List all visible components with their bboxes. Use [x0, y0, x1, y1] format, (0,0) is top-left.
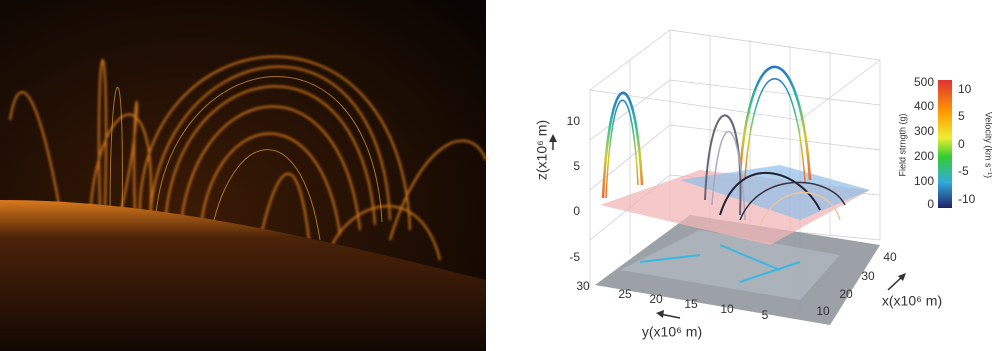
field-tick-label: 300	[914, 124, 934, 138]
z-tick-label: 10	[567, 114, 581, 128]
y-tick-label: 30	[576, 279, 590, 293]
y-tick-label: 15	[684, 297, 698, 311]
field-tick-label: 0	[927, 197, 934, 211]
velocity-label: Velocity (km s⁻¹)	[984, 112, 994, 178]
y-tick-label: 10	[720, 302, 734, 316]
field-strength-label: Field strngth (g)	[897, 113, 907, 176]
z-tick-label: 0	[573, 204, 580, 218]
colorbar	[938, 80, 952, 208]
solar-image	[0, 0, 487, 351]
x-axis-label: x(x10⁶ m)	[882, 293, 942, 309]
y-tick-label: 20	[649, 292, 663, 306]
velocity-tick-label: -5	[958, 164, 969, 178]
velocity-tick-label: -10	[958, 192, 976, 206]
velocity-tick-label: 10	[958, 82, 972, 96]
z-tick-label: 5	[573, 159, 580, 173]
x-tick-label: 20	[839, 287, 853, 301]
x-tick-label: 40	[883, 250, 897, 264]
field-tick-label: 400	[914, 99, 934, 113]
field-plot	[549, 29, 906, 325]
z-axis-label: z(x10⁶ m)	[534, 120, 550, 180]
x-tick-label: 30	[861, 269, 875, 283]
velocity-tick-label: 5	[958, 109, 965, 123]
velocity-tick-label: 0	[958, 137, 965, 151]
field-lines	[601, 65, 846, 226]
y-axis-label: y(x10⁶ m)	[642, 324, 702, 340]
z-tick-label: -5	[569, 250, 580, 264]
y-tick-label: 25	[618, 287, 632, 301]
field-tick-label: 500	[914, 75, 934, 89]
field-tick-label: 200	[914, 149, 934, 163]
x-tick-label: 10	[816, 304, 830, 318]
y-tick-label: 5	[762, 308, 769, 322]
field-tick-label: 100	[914, 174, 934, 188]
